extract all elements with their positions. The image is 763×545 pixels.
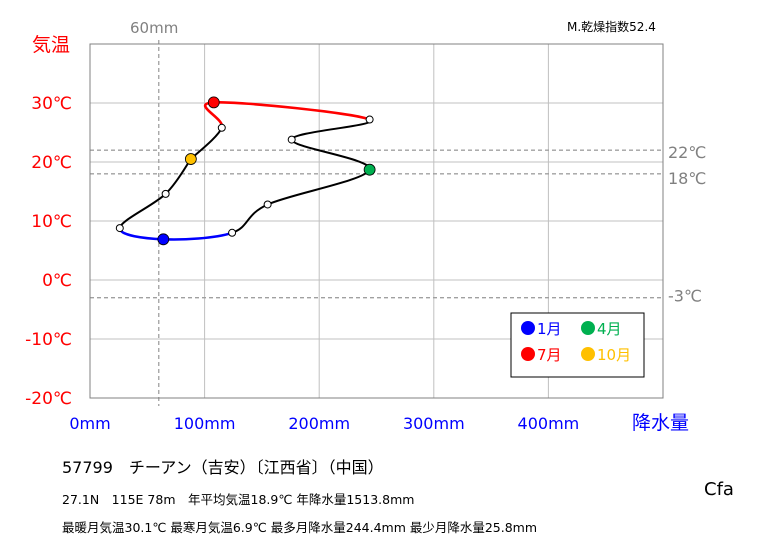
month-point xyxy=(263,200,272,209)
legend-marker xyxy=(521,347,535,361)
curve-segment xyxy=(163,231,233,241)
legend-label: 1月 xyxy=(537,320,562,338)
x-tick-label: 100mm xyxy=(174,414,236,433)
curve-segment xyxy=(190,127,223,160)
month-point xyxy=(161,189,170,198)
legend: 1月 4月 7月 10月 xyxy=(510,312,645,378)
y-tick-label: 10℃ xyxy=(31,212,72,232)
ref-line-label: 18℃ xyxy=(668,169,706,188)
grid-lines xyxy=(90,44,663,398)
y-tick-label: 20℃ xyxy=(31,153,72,173)
x-tick-labels: 0mm 100mm 200mm 300mm 400mm xyxy=(69,414,579,433)
month-point xyxy=(217,123,226,132)
x-tick-label: 200mm xyxy=(288,414,350,433)
curve-segment xyxy=(164,158,192,195)
reference-lines: 22℃ 18℃ -3℃ xyxy=(90,40,706,406)
curve-segment xyxy=(118,227,164,241)
ref-line-label: 22℃ xyxy=(668,143,706,162)
month-point xyxy=(184,153,197,165)
dryness-index: M.乾燥指数52.4 xyxy=(567,19,656,34)
curve-segment xyxy=(290,118,372,141)
legend-label: 10月 xyxy=(597,346,631,364)
legend-marker xyxy=(521,321,535,335)
month-points xyxy=(115,96,376,246)
month-point xyxy=(365,115,374,124)
month-point xyxy=(157,233,170,246)
ref-line-label: -3℃ xyxy=(668,287,702,306)
x-tick-label: 400mm xyxy=(518,414,580,433)
legend-label: 7月 xyxy=(537,346,562,364)
climate-class: Cfa xyxy=(704,479,734,500)
y-tick-label: -10℃ xyxy=(25,330,72,350)
y-tick-label: -20℃ xyxy=(25,389,72,409)
curve-segment xyxy=(213,101,371,121)
station-title: 57799 チーアン（吉安）〔江西省〕（中国） xyxy=(62,458,384,477)
legend-marker xyxy=(581,347,595,361)
curve-segment xyxy=(267,169,371,206)
climate-curve xyxy=(118,101,372,241)
curve-segment xyxy=(231,203,269,234)
station-info-line2: 最暖月気温30.1℃ 最寒月気温6.9℃ 最多月降水量244.4mm 最少月降水… xyxy=(62,520,538,535)
curve-segment xyxy=(290,138,371,171)
month-point xyxy=(363,163,376,176)
month-point xyxy=(115,224,124,233)
ref-v-label: 60mm xyxy=(130,19,178,37)
legend-label: 4月 xyxy=(597,320,622,338)
y-tick-label: 30℃ xyxy=(31,94,72,114)
month-point xyxy=(207,96,220,109)
legend-marker xyxy=(581,321,595,335)
plot-frame xyxy=(89,43,664,399)
y-axis-title: 気温 xyxy=(32,34,70,56)
x-tick-label: 300mm xyxy=(403,414,465,433)
x-tick-label: 0mm xyxy=(69,414,110,433)
y-tick-label: 0℃ xyxy=(42,271,72,291)
station-info-line1: 27.1N 115E 78m 年平均気温18.9℃ 年降水量1513.8mm xyxy=(62,492,415,507)
y-tick-labels: 30℃ 20℃ 10℃ 0℃ -10℃ -20℃ xyxy=(25,94,72,409)
month-point xyxy=(287,135,296,144)
x-axis-title: 降水量 xyxy=(632,412,689,434)
month-point xyxy=(228,228,237,237)
